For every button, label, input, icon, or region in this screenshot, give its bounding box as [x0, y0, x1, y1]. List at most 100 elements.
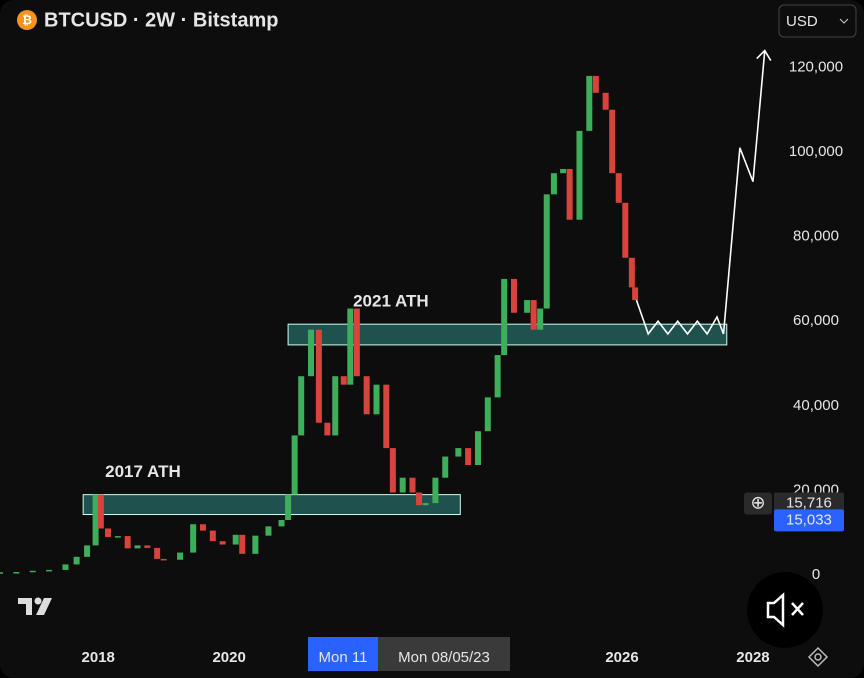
x-tick-label: 2018	[82, 649, 115, 666]
candle	[576, 130, 583, 220]
candle	[144, 545, 151, 548]
candle	[566, 168, 573, 220]
candle	[239, 534, 246, 554]
candle	[432, 477, 439, 504]
candle	[560, 168, 567, 174]
candle	[373, 384, 380, 415]
price-tag-label: 15,033	[786, 511, 832, 528]
candle	[383, 384, 390, 449]
settings-icon[interactable]	[807, 646, 829, 668]
candle	[494, 355, 501, 398]
candle	[160, 558, 167, 561]
zone-label: 2017 ATH	[105, 462, 181, 481]
candle	[409, 477, 416, 493]
y-tick-label: 120,000	[789, 58, 843, 75]
candle	[501, 278, 508, 356]
candle	[177, 552, 184, 560]
candle	[530, 300, 537, 330]
candle	[298, 376, 305, 436]
candle	[105, 528, 112, 537]
arrow-head	[756, 49, 772, 61]
candle	[537, 308, 544, 330]
candle	[29, 570, 36, 573]
candle	[265, 526, 272, 536]
candle	[124, 536, 131, 549]
zone	[287, 323, 728, 346]
candle	[324, 422, 331, 436]
candle	[363, 376, 370, 415]
chart-title: BTCUSD · 2W · Bitstamp	[44, 9, 278, 31]
coin-symbol: ₿	[22, 13, 32, 27]
candle	[232, 534, 239, 545]
candle	[615, 173, 622, 203]
x-tick-label: 2028	[736, 649, 769, 666]
currency-label: USD	[786, 13, 818, 30]
dropdown-arrow	[839, 18, 849, 24]
candle	[46, 569, 53, 572]
candle	[308, 329, 315, 377]
price-tag	[774, 492, 844, 515]
candle	[510, 278, 517, 313]
candle	[278, 520, 285, 527]
candle	[484, 397, 491, 432]
y-tick-label: 80,000	[793, 228, 839, 245]
x-tick-label: 2020	[212, 649, 245, 666]
candle	[13, 572, 20, 574]
candle	[609, 109, 616, 174]
crosshair-date	[308, 637, 378, 671]
plus-icon: ⊕	[750, 492, 765, 512]
x-tick-label: 2026	[605, 649, 638, 666]
candle	[524, 300, 531, 313]
candle	[474, 431, 481, 466]
candle	[291, 435, 298, 495]
candle	[62, 564, 69, 570]
candle	[347, 308, 354, 385]
y-tick-label: 40,000	[793, 397, 839, 414]
candle	[442, 456, 449, 478]
candle	[422, 503, 429, 506]
candle	[416, 492, 423, 506]
mute-button[interactable]	[747, 572, 823, 648]
candle	[628, 257, 635, 288]
candle	[389, 448, 396, 493]
candle	[622, 202, 629, 258]
candle	[465, 448, 472, 466]
candle	[114, 536, 121, 538]
zone	[82, 494, 461, 516]
crosshair-date-label: Mon 08/05/23	[398, 649, 490, 666]
candle	[97, 494, 104, 529]
price-tag	[774, 509, 844, 532]
crosshair-date-label: Mon 11	[319, 649, 368, 666]
candle	[586, 75, 593, 131]
crosshair-button	[744, 492, 772, 515]
candle	[154, 547, 161, 559]
candle	[550, 173, 557, 195]
candle	[455, 448, 462, 457]
tv-logo	[18, 597, 52, 615]
crosshair-date	[378, 637, 510, 671]
candle	[252, 535, 259, 554]
candle	[199, 524, 206, 531]
currency-button[interactable]	[778, 4, 857, 38]
candle	[315, 329, 322, 423]
y-tick-label: 60,000	[793, 312, 839, 329]
candle	[602, 92, 609, 110]
candle	[340, 376, 347, 385]
coin-icon	[17, 10, 37, 30]
candle	[190, 524, 197, 553]
candle	[592, 75, 599, 93]
candle	[543, 194, 550, 309]
candle	[353, 308, 360, 377]
projection-line	[635, 50, 766, 336]
candle	[134, 545, 141, 549]
candle	[84, 545, 91, 557]
candle	[219, 541, 226, 545]
candle	[399, 477, 406, 493]
y-tick-label: 0	[812, 566, 820, 583]
candle	[92, 494, 99, 546]
candle	[285, 494, 292, 521]
candle	[73, 556, 80, 565]
candle	[0, 572, 3, 574]
